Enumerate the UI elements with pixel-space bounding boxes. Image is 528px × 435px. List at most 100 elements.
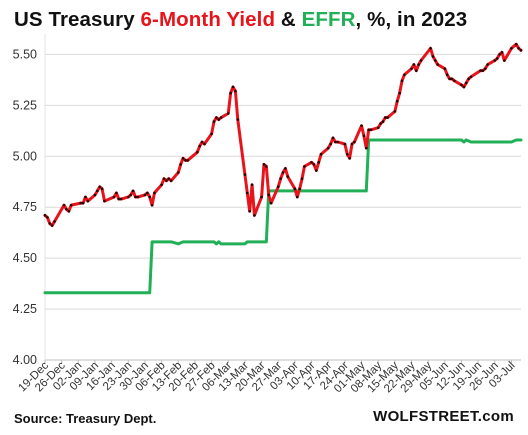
- data-point: [303, 165, 306, 168]
- data-point: [117, 197, 121, 201]
- data-point: [412, 63, 416, 66]
- data-point: [231, 85, 235, 89]
- data-point: [103, 199, 106, 203]
- data-point: [503, 59, 506, 62]
- data-point: [93, 193, 97, 197]
- data-point: [84, 195, 87, 199]
- data-point: [129, 193, 132, 197]
- data-point: [276, 185, 280, 189]
- data-point: [365, 146, 368, 150]
- title-part-3: &: [275, 8, 302, 31]
- data-point: [215, 116, 218, 119]
- data-point: [334, 140, 337, 144]
- data-point: [429, 46, 432, 50]
- data-point: [212, 120, 216, 123]
- data-point: [312, 163, 316, 166]
- data-point: [310, 161, 313, 164]
- data-point: [400, 79, 404, 83]
- data-point: [184, 159, 187, 162]
- data-point: [486, 63, 489, 66]
- data-point: [203, 142, 206, 146]
- data-point: [217, 118, 221, 121]
- data-point: [260, 195, 263, 199]
- data-point: [243, 173, 247, 176]
- data-point: [295, 195, 299, 199]
- data-point: [379, 122, 382, 125]
- y-tick-label: 4.50: [13, 251, 37, 265]
- data-point: [143, 193, 147, 197]
- data-point: [353, 140, 356, 144]
- data-point: [269, 201, 273, 205]
- data-point: [112, 195, 116, 199]
- brand-logo: WOLFSTREET.com: [373, 408, 514, 425]
- data-point: [115, 191, 118, 195]
- data-point: [248, 209, 251, 213]
- data-point: [315, 169, 318, 172]
- data-point: [148, 195, 152, 199]
- title-part-treasury: 6-Month Yield: [140, 8, 276, 31]
- data-point: [160, 183, 163, 187]
- data-point: [69, 203, 73, 207]
- data-point: [336, 140, 340, 144]
- data-point: [414, 69, 418, 72]
- data-point: [176, 171, 180, 174]
- data-point: [395, 99, 399, 103]
- data-point: [43, 214, 47, 217]
- chart-title: US Treasury 6-Month Yield & EFFR, %, in …: [14, 8, 467, 32]
- data-point: [198, 144, 201, 148]
- source-note: Source: Treasury Dept.: [14, 411, 157, 426]
- data-point: [86, 199, 90, 203]
- data-point: [298, 187, 301, 191]
- data-point: [479, 69, 482, 72]
- data-point: [367, 128, 370, 132]
- y-tick-label: 4.75: [13, 200, 37, 214]
- data-point: [136, 195, 140, 199]
- data-point: [319, 152, 323, 156]
- data-point: [376, 126, 380, 130]
- data-point: [281, 171, 285, 174]
- data-point: [498, 53, 501, 56]
- data-point: [196, 150, 199, 154]
- data-point: [119, 197, 123, 201]
- data-point: [200, 140, 204, 144]
- data-point: [284, 167, 287, 170]
- data-point: [517, 46, 520, 50]
- title-part-effr: EFFR: [301, 8, 356, 31]
- series-line: [43, 42, 523, 228]
- data-point: [81, 201, 85, 205]
- data-point: [67, 209, 71, 213]
- series-lines: [43, 42, 523, 295]
- data-point: [484, 67, 487, 70]
- data-point: [100, 187, 104, 191]
- data-point: [434, 59, 437, 62]
- y-axis-ticks: 4.00 4.25 4.50 4.75 5.00 5.25 5.50: [13, 47, 37, 367]
- data-point: [317, 161, 321, 164]
- data-point: [345, 152, 349, 156]
- data-point: [386, 116, 390, 119]
- data-point: [131, 189, 135, 193]
- data-point: [96, 189, 99, 193]
- data-point: [350, 142, 354, 146]
- data-point: [293, 187, 297, 191]
- data-point: [286, 175, 290, 178]
- data-point: [481, 69, 485, 72]
- data-point: [467, 77, 470, 81]
- data-point: [398, 91, 401, 95]
- data-point: [65, 207, 68, 211]
- data-point: [127, 195, 130, 199]
- data-point: [234, 89, 237, 93]
- data-point: [181, 156, 185, 160]
- data-point: [393, 110, 397, 113]
- x-axis-ticks: 19-Dec26-Dec02-Jan09-Jan16-Jan23-Jan30-J…: [16, 359, 517, 395]
- data-point: [236, 118, 240, 121]
- data-point: [436, 63, 440, 66]
- data-point: [360, 124, 363, 127]
- data-point: [300, 177, 304, 180]
- data-point: [79, 201, 82, 205]
- y-tick-label: 5.00: [13, 149, 37, 163]
- data-point: [403, 73, 406, 77]
- data-point: [219, 116, 223, 119]
- data-point: [514, 42, 518, 46]
- data-point: [53, 220, 56, 223]
- data-point: [329, 142, 332, 146]
